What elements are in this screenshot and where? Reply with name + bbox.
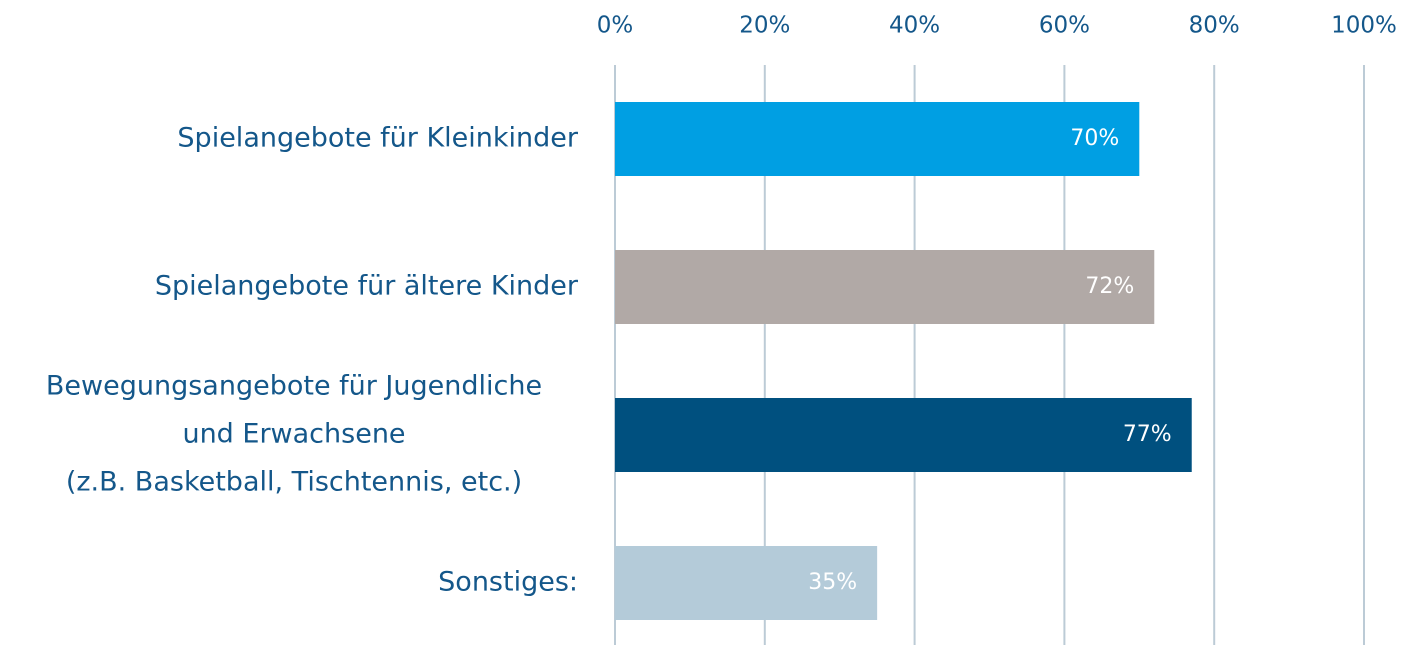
value-label: 70% (1070, 126, 1119, 151)
y-tick-label: Spielangebote für ältere Kinder (155, 271, 579, 302)
value-label: 77% (1123, 422, 1172, 447)
y-tick-label: Bewegungsangebote für Jugendliche (46, 371, 542, 402)
x-tick-label: 80% (1189, 13, 1240, 39)
y-tick-label: und Erwachsene (182, 419, 405, 450)
bar (615, 398, 1192, 472)
y-tick-label: Spielangebote für Kleinkinder (177, 123, 578, 154)
x-tick-label: 0% (597, 13, 634, 39)
bar (615, 546, 878, 620)
bar (615, 250, 1155, 324)
x-tick-label: 20% (739, 13, 790, 39)
x-tick-label: 40% (889, 13, 940, 39)
y-tick-label: Sonstiges: (438, 567, 578, 598)
y-tick-label: (z.B. Basketball, Tischtennis, etc.) (66, 467, 522, 498)
x-tick-label: 100% (1331, 13, 1397, 39)
value-label: 35% (808, 570, 857, 595)
x-tick-label: 60% (1039, 13, 1090, 39)
bar (615, 102, 1140, 176)
value-label: 72% (1085, 274, 1134, 299)
